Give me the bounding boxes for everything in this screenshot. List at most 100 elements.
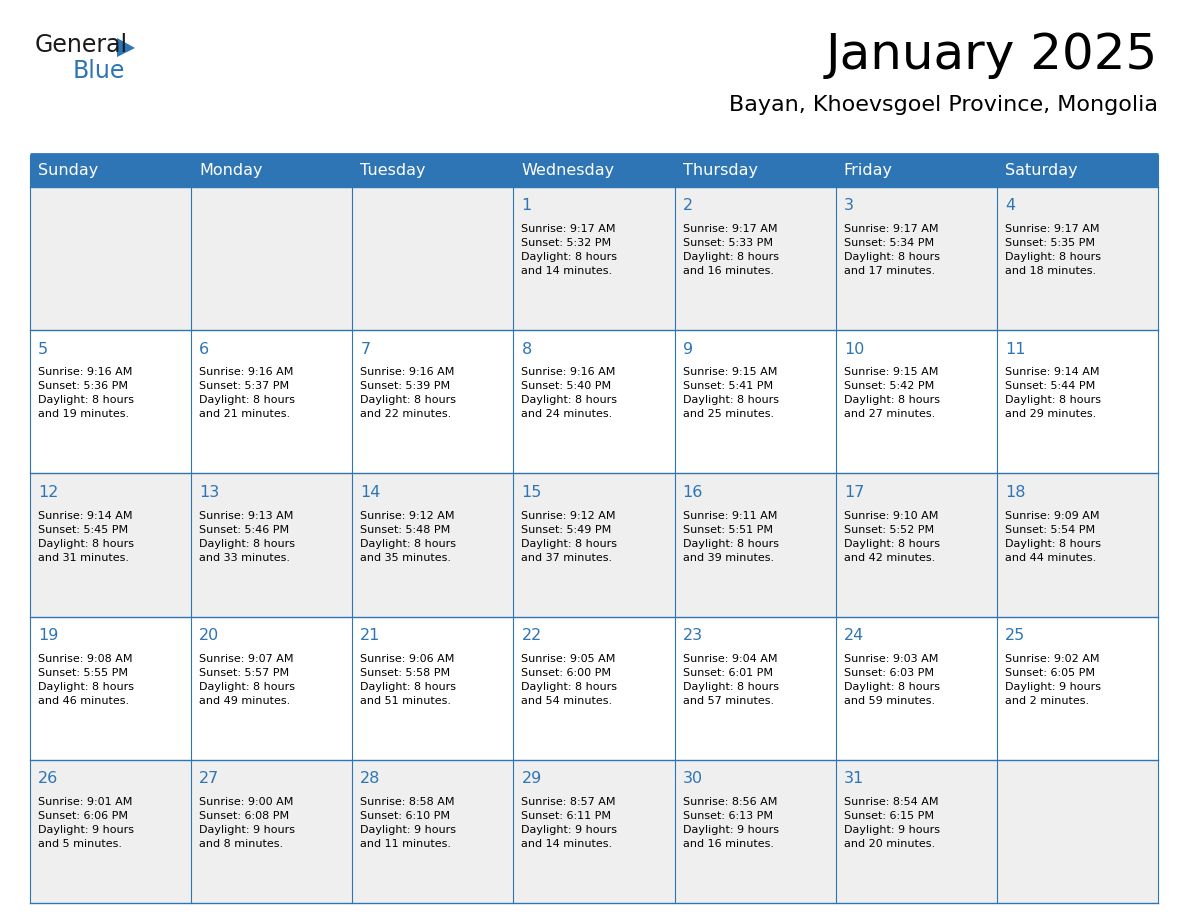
Bar	[30, 760, 191, 903]
Text: 18: 18	[1005, 485, 1025, 500]
Text: Sunrise: 9:16 AM
Sunset: 5:37 PM
Daylight: 8 hours
and 21 minutes.: Sunrise: 9:16 AM Sunset: 5:37 PM Dayligh…	[200, 367, 295, 420]
Text: Sunrise: 9:16 AM
Sunset: 5:36 PM
Daylight: 8 hours
and 19 minutes.: Sunrise: 9:16 AM Sunset: 5:36 PM Dayligh…	[38, 367, 134, 420]
Text: Bayan, Khoevsgoel Province, Mongolia: Bayan, Khoevsgoel Province, Mongolia	[729, 95, 1158, 115]
Bar	[513, 617, 675, 760]
Bar	[997, 617, 1158, 760]
Bar	[353, 474, 513, 617]
Text: Sunrise: 9:03 AM
Sunset: 6:03 PM
Daylight: 8 hours
and 59 minutes.: Sunrise: 9:03 AM Sunset: 6:03 PM Dayligh…	[843, 654, 940, 706]
Text: 20: 20	[200, 628, 220, 643]
Text: Sunrise: 9:00 AM
Sunset: 6:08 PM
Daylight: 9 hours
and 8 minutes.: Sunrise: 9:00 AM Sunset: 6:08 PM Dayligh…	[200, 797, 295, 849]
Text: Wednesday: Wednesday	[522, 163, 614, 178]
Text: 24: 24	[843, 628, 864, 643]
Text: January 2025: January 2025	[826, 31, 1158, 79]
Text: Sunrise: 9:15 AM
Sunset: 5:41 PM
Daylight: 8 hours
and 25 minutes.: Sunrise: 9:15 AM Sunset: 5:41 PM Dayligh…	[683, 367, 778, 420]
Text: 14: 14	[360, 485, 380, 500]
Bar	[513, 330, 675, 474]
Text: Sunrise: 9:16 AM
Sunset: 5:40 PM
Daylight: 8 hours
and 24 minutes.: Sunrise: 9:16 AM Sunset: 5:40 PM Dayligh…	[522, 367, 618, 420]
Bar	[30, 330, 191, 474]
Bar	[30, 474, 191, 617]
Text: 30: 30	[683, 771, 703, 786]
Text: 21: 21	[360, 628, 380, 643]
Text: Sunrise: 9:15 AM
Sunset: 5:42 PM
Daylight: 8 hours
and 27 minutes.: Sunrise: 9:15 AM Sunset: 5:42 PM Dayligh…	[843, 367, 940, 420]
Bar	[675, 155, 835, 187]
Text: 7: 7	[360, 341, 371, 357]
Bar	[30, 155, 191, 187]
Text: Sunrise: 9:12 AM
Sunset: 5:49 PM
Daylight: 8 hours
and 37 minutes.: Sunrise: 9:12 AM Sunset: 5:49 PM Dayligh…	[522, 510, 618, 563]
Bar	[997, 187, 1158, 330]
Bar	[191, 474, 353, 617]
Text: Sunrise: 9:13 AM
Sunset: 5:46 PM
Daylight: 8 hours
and 33 minutes.: Sunrise: 9:13 AM Sunset: 5:46 PM Dayligh…	[200, 510, 295, 563]
Text: 1: 1	[522, 198, 532, 214]
Text: Sunrise: 9:08 AM
Sunset: 5:55 PM
Daylight: 8 hours
and 46 minutes.: Sunrise: 9:08 AM Sunset: 5:55 PM Dayligh…	[38, 654, 134, 706]
Text: Monday: Monday	[200, 163, 263, 178]
Text: 2: 2	[683, 198, 693, 214]
Text: Sunrise: 9:11 AM
Sunset: 5:51 PM
Daylight: 8 hours
and 39 minutes.: Sunrise: 9:11 AM Sunset: 5:51 PM Dayligh…	[683, 510, 778, 563]
Text: Sunrise: 9:10 AM
Sunset: 5:52 PM
Daylight: 8 hours
and 42 minutes.: Sunrise: 9:10 AM Sunset: 5:52 PM Dayligh…	[843, 510, 940, 563]
Text: Sunday: Sunday	[38, 163, 99, 178]
Text: 6: 6	[200, 341, 209, 357]
Text: Sunrise: 9:09 AM
Sunset: 5:54 PM
Daylight: 8 hours
and 44 minutes.: Sunrise: 9:09 AM Sunset: 5:54 PM Dayligh…	[1005, 510, 1101, 563]
Bar	[191, 330, 353, 474]
Bar	[835, 155, 997, 187]
Text: Friday: Friday	[843, 163, 892, 178]
Text: 16: 16	[683, 485, 703, 500]
Text: 31: 31	[843, 771, 864, 786]
Bar	[675, 474, 835, 617]
Bar	[997, 155, 1158, 187]
Text: Sunrise: 8:58 AM
Sunset: 6:10 PM
Daylight: 9 hours
and 11 minutes.: Sunrise: 8:58 AM Sunset: 6:10 PM Dayligh…	[360, 797, 456, 849]
Text: 3: 3	[843, 198, 854, 214]
Text: Sunrise: 9:17 AM
Sunset: 5:34 PM
Daylight: 8 hours
and 17 minutes.: Sunrise: 9:17 AM Sunset: 5:34 PM Dayligh…	[843, 224, 940, 276]
Text: Sunrise: 9:17 AM
Sunset: 5:32 PM
Daylight: 8 hours
and 14 minutes.: Sunrise: 9:17 AM Sunset: 5:32 PM Dayligh…	[522, 224, 618, 276]
Bar	[513, 155, 675, 187]
Bar	[513, 760, 675, 903]
Text: Thursday: Thursday	[683, 163, 758, 178]
Text: 29: 29	[522, 771, 542, 786]
Bar	[675, 330, 835, 474]
Text: Sunrise: 9:17 AM
Sunset: 5:33 PM
Daylight: 8 hours
and 16 minutes.: Sunrise: 9:17 AM Sunset: 5:33 PM Dayligh…	[683, 224, 778, 276]
Bar	[997, 474, 1158, 617]
Text: Sunrise: 8:57 AM
Sunset: 6:11 PM
Daylight: 9 hours
and 14 minutes.: Sunrise: 8:57 AM Sunset: 6:11 PM Dayligh…	[522, 797, 618, 849]
Bar	[191, 187, 353, 330]
Bar	[30, 187, 191, 330]
Text: 27: 27	[200, 771, 220, 786]
Text: Sunrise: 8:56 AM
Sunset: 6:13 PM
Daylight: 9 hours
and 16 minutes.: Sunrise: 8:56 AM Sunset: 6:13 PM Dayligh…	[683, 797, 778, 849]
Text: Sunrise: 9:06 AM
Sunset: 5:58 PM
Daylight: 8 hours
and 51 minutes.: Sunrise: 9:06 AM Sunset: 5:58 PM Dayligh…	[360, 654, 456, 706]
Bar	[835, 330, 997, 474]
Bar	[675, 760, 835, 903]
Text: Sunrise: 9:14 AM
Sunset: 5:45 PM
Daylight: 8 hours
and 31 minutes.: Sunrise: 9:14 AM Sunset: 5:45 PM Dayligh…	[38, 510, 134, 563]
Text: Sunrise: 8:54 AM
Sunset: 6:15 PM
Daylight: 9 hours
and 20 minutes.: Sunrise: 8:54 AM Sunset: 6:15 PM Dayligh…	[843, 797, 940, 849]
Text: Sunrise: 9:12 AM
Sunset: 5:48 PM
Daylight: 8 hours
and 35 minutes.: Sunrise: 9:12 AM Sunset: 5:48 PM Dayligh…	[360, 510, 456, 563]
Bar	[353, 155, 513, 187]
Text: 4: 4	[1005, 198, 1015, 214]
Text: Sunrise: 9:07 AM
Sunset: 5:57 PM
Daylight: 8 hours
and 49 minutes.: Sunrise: 9:07 AM Sunset: 5:57 PM Dayligh…	[200, 654, 295, 706]
Bar	[513, 474, 675, 617]
Bar	[513, 187, 675, 330]
Text: General: General	[34, 33, 128, 57]
Bar	[353, 187, 513, 330]
Bar	[353, 617, 513, 760]
Bar	[835, 187, 997, 330]
Text: 9: 9	[683, 341, 693, 357]
Text: 28: 28	[360, 771, 380, 786]
Text: 11: 11	[1005, 341, 1025, 357]
Bar	[30, 617, 191, 760]
Text: Saturday: Saturday	[1005, 163, 1078, 178]
Text: 8: 8	[522, 341, 532, 357]
Text: 22: 22	[522, 628, 542, 643]
Text: Blue: Blue	[72, 59, 126, 83]
Bar	[835, 617, 997, 760]
Bar	[835, 760, 997, 903]
Text: 26: 26	[38, 771, 58, 786]
Bar	[191, 617, 353, 760]
Text: Tuesday: Tuesday	[360, 163, 425, 178]
Text: 13: 13	[200, 485, 220, 500]
Bar	[675, 617, 835, 760]
Text: Sunrise: 9:05 AM
Sunset: 6:00 PM
Daylight: 8 hours
and 54 minutes.: Sunrise: 9:05 AM Sunset: 6:00 PM Dayligh…	[522, 654, 618, 706]
Bar	[353, 330, 513, 474]
Text: Sunrise: 9:17 AM
Sunset: 5:35 PM
Daylight: 8 hours
and 18 minutes.: Sunrise: 9:17 AM Sunset: 5:35 PM Dayligh…	[1005, 224, 1101, 276]
Polygon shape	[116, 38, 135, 57]
Bar	[191, 155, 353, 187]
Bar	[997, 330, 1158, 474]
Bar	[353, 760, 513, 903]
Bar	[675, 187, 835, 330]
